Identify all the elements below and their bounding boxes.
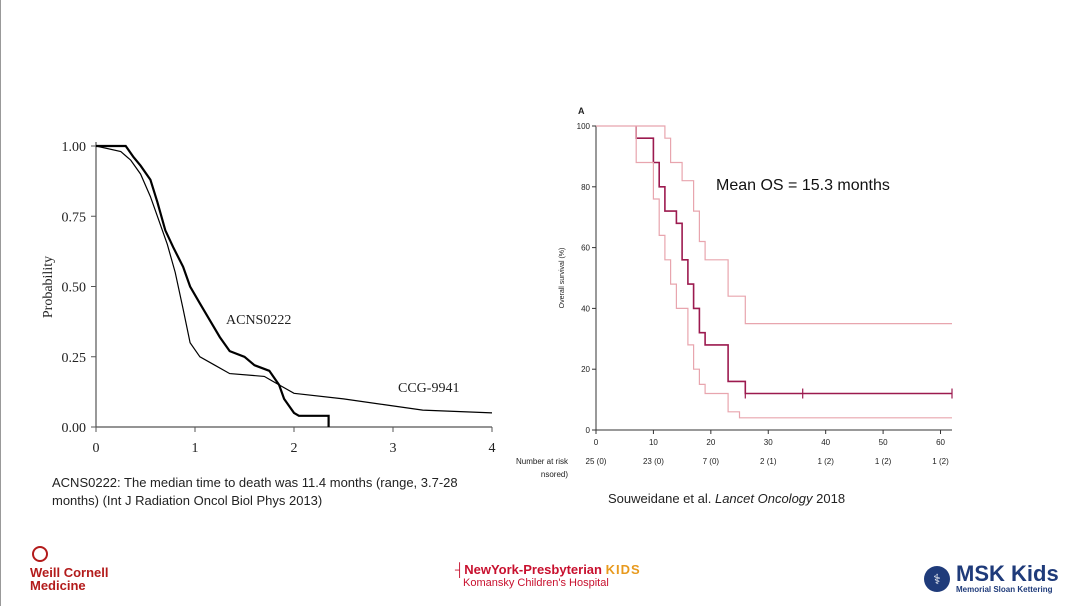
left-y-tick-label: 0.00 xyxy=(62,421,87,436)
msk-sub: Memorial Sloan Kettering xyxy=(956,585,1053,594)
cornell-seal-icon xyxy=(32,546,48,562)
number-at-risk-value: 1 (2) xyxy=(932,457,949,466)
nyp-logo: ┤NewYork-Presbyterian KIDS Komansky Chil… xyxy=(455,562,641,589)
right-y-tick-label: 20 xyxy=(581,365,590,374)
number-at-risk-value: 7 (0) xyxy=(703,457,720,466)
left-x-tick-label: 0 xyxy=(93,441,100,456)
nyp-main: NewYork-Presbyterian xyxy=(464,562,602,577)
right-y-tick-label: 60 xyxy=(581,244,590,253)
left-annotation-ccg9941: CCG-9941 xyxy=(398,381,459,396)
number-at-risk-value: 25 (0) xyxy=(586,457,607,466)
right-panel-label: A xyxy=(578,106,585,116)
nyp-kids: KIDS xyxy=(605,562,641,577)
left-caption: ACNS0222: The median time to death was 1… xyxy=(52,474,522,510)
right-caption-year: 2018 xyxy=(812,491,846,506)
nyp-sub: Komansky Children's Hospital xyxy=(463,577,609,589)
nyp-flag-icon: ┤ xyxy=(455,562,465,577)
right-x-tick-label: 60 xyxy=(936,438,945,447)
left-series-line xyxy=(95,145,493,414)
right-x-tick-label: 30 xyxy=(764,438,773,447)
right-series-lower-ci xyxy=(635,126,952,419)
msk-kids-logo: ⚕ MSK Kids Memorial Sloan Kettering xyxy=(924,563,1059,595)
left-caption-line1: ACNS0222: The median time to death was 1… xyxy=(52,475,458,490)
wcm-line2: Medicine xyxy=(30,578,86,593)
right-y-tick-label: 80 xyxy=(581,183,590,192)
left-y-tick-label: 0.75 xyxy=(62,210,87,225)
number-at-risk-value: 1 (2) xyxy=(875,457,892,466)
right-caption-journal: Lancet Oncology xyxy=(714,491,813,506)
right-x-tick-label: 10 xyxy=(649,438,658,447)
slide-left-border xyxy=(0,0,1,606)
right-y-tick-label: 40 xyxy=(581,304,590,313)
right-caption: Souweidane et al. Lancet Oncology 2018 xyxy=(608,490,908,508)
right-x-tick-label: 50 xyxy=(879,438,888,447)
number-at-risk-label: Number at risk xyxy=(516,457,569,466)
msk-title: MSK Kids xyxy=(956,561,1059,586)
right-x-tick-label: 40 xyxy=(821,438,830,447)
left-caption-line2: months) (Int J Radiation Oncol Biol Phys… xyxy=(52,493,323,508)
left-x-tick-label: 1 xyxy=(192,441,199,456)
left-series-line xyxy=(96,144,330,427)
left-annotation-acns0222: ACNS0222 xyxy=(226,313,291,328)
left-y-axis-title: Probability xyxy=(41,256,56,318)
right-series-upper-ci xyxy=(596,125,952,325)
number-at-risk-value: 2 (1) xyxy=(760,457,777,466)
right-x-tick-label: 20 xyxy=(706,438,715,447)
right-caption-authors: Souweidane et al. xyxy=(608,491,715,506)
right-y-axis-title: Overall survival (%) xyxy=(559,248,566,309)
left-y-tick-label: 0.50 xyxy=(62,281,87,296)
number-at-risk-value: 23 (0) xyxy=(643,457,664,466)
left-y-tick-label: 0.25 xyxy=(62,351,87,366)
msk-emblem-icon: ⚕ xyxy=(924,566,950,592)
left-y-tick-label: 1.00 xyxy=(62,140,87,155)
left-x-tick-label: 2 xyxy=(291,441,298,456)
mean-os-annotation: Mean OS = 15.3 months xyxy=(716,177,890,194)
right-x-tick-label: 0 xyxy=(594,438,599,447)
wcm-line1: Weill Cornell xyxy=(30,565,109,580)
left-x-tick-label: 4 xyxy=(489,441,496,456)
number-at-risk-value: 1 (2) xyxy=(817,457,834,466)
right-series-estimate xyxy=(635,126,952,395)
right-y-tick-label: 100 xyxy=(577,122,591,131)
left-x-tick-label: 3 xyxy=(390,441,397,456)
right-y-tick-label: 0 xyxy=(586,426,591,435)
censored-label: nsored) xyxy=(541,470,568,479)
weill-cornell-logo: Weill Cornell Medicine xyxy=(30,546,109,592)
